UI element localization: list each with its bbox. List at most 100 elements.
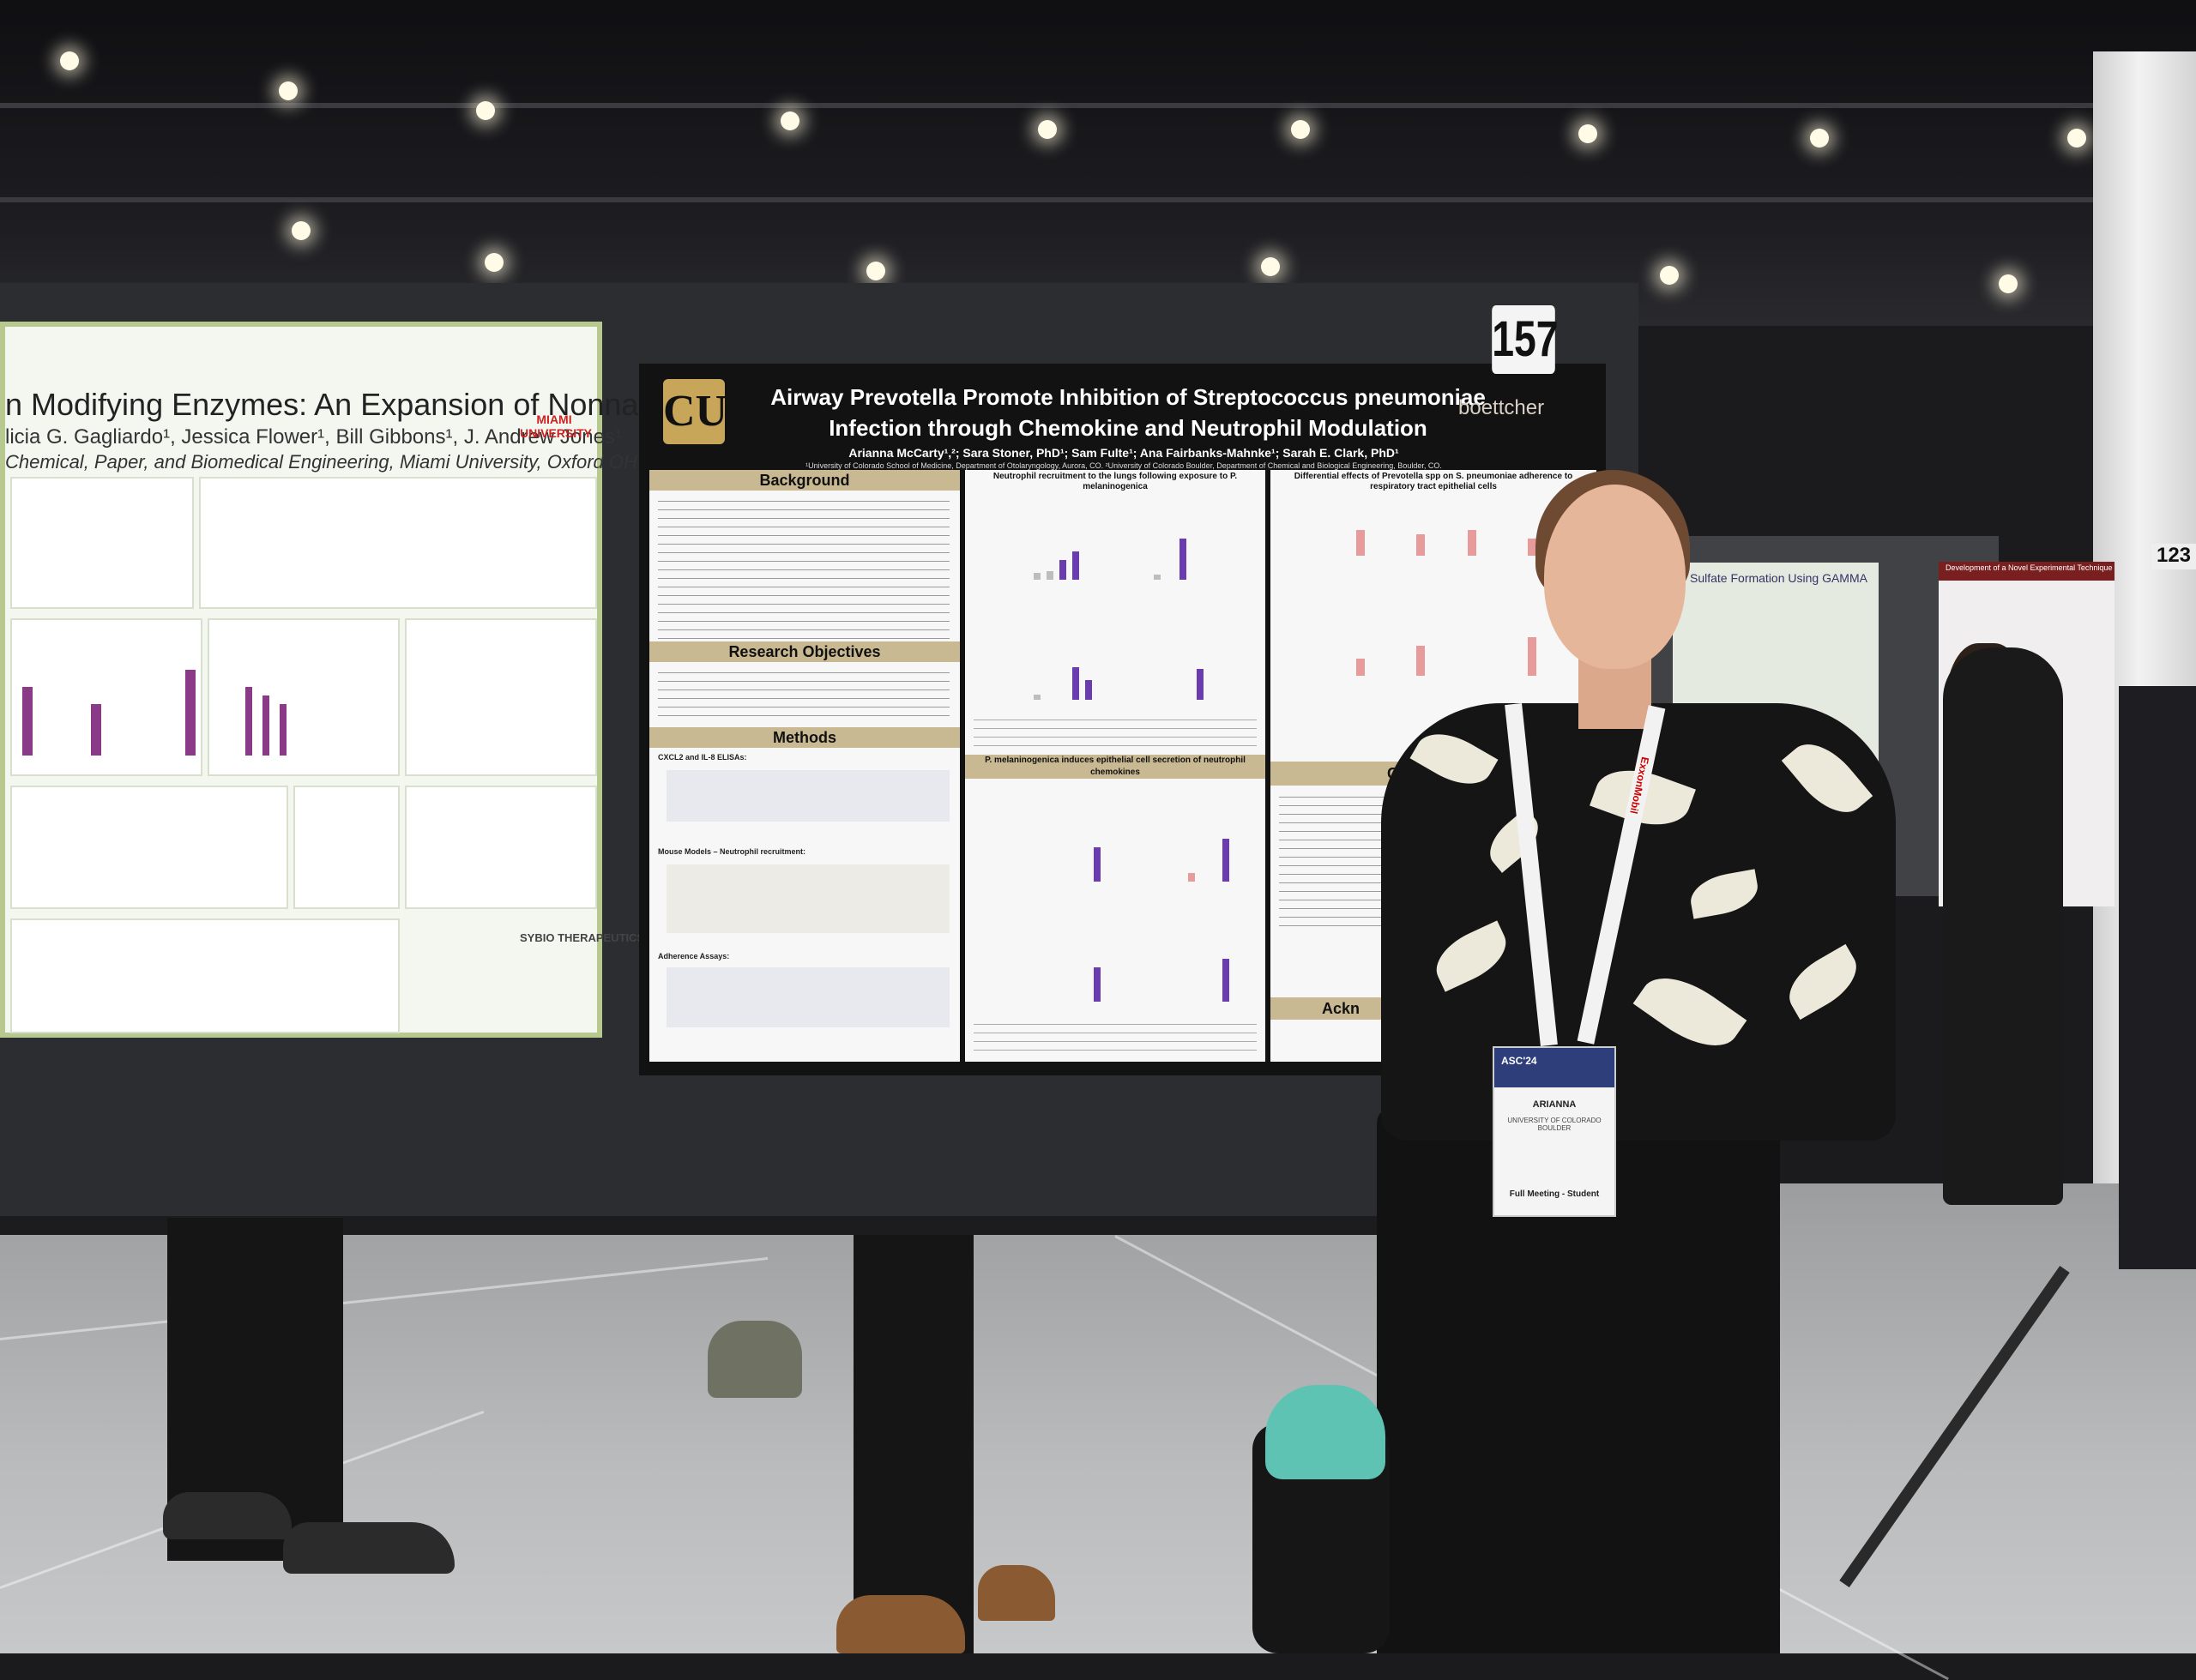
left-poster-panel (208, 618, 400, 776)
left-poster-panel (10, 618, 202, 776)
chart-bar (1356, 530, 1365, 556)
shirt-leaf-pattern (1781, 730, 1873, 827)
teal-cap (1265, 1385, 1385, 1479)
shirt-leaf-pattern (1409, 720, 1499, 798)
left-poster-chart-bar (91, 704, 101, 756)
ceiling-light (1291, 120, 1310, 139)
person-legs (854, 1235, 974, 1653)
methods-elisa-label: CXCL2 and IL-8 ELISAs: (658, 753, 747, 762)
poster-column-left: Background Research Objectives Methods C… (649, 470, 960, 1062)
chart-bar (1085, 680, 1092, 700)
background-poster-title: Development of a Novel Experimental Tech… (1946, 563, 2113, 572)
ceiling-light (1999, 274, 2018, 293)
poster-column-middle: Neutrophil recruitment to the lungs foll… (965, 470, 1265, 1062)
chart-bar (1047, 571, 1053, 580)
badge-school: UNIVERSITY OF COLORADO BOULDER (1507, 1117, 1602, 1132)
shoe (283, 1522, 455, 1574)
left-poster-references (10, 918, 400, 1033)
ceiling-light (1578, 124, 1597, 143)
poster-title-line1: Airway Prevotella Promote Inhibition of … (770, 384, 1486, 410)
left-poster-panel (10, 477, 194, 609)
shirt-leaf-pattern (1778, 943, 1867, 1021)
sneaker (708, 1321, 802, 1398)
person-background (1943, 647, 2063, 1205)
methods-mouse-label: Mouse Models – Neutrophil recruitment: (658, 847, 806, 856)
floor (0, 1183, 2196, 1680)
left-poster-panel (10, 786, 288, 909)
shoe (163, 1492, 292, 1539)
section-header-chemokines: P. melaninogenica induces epithelial cel… (965, 755, 1265, 779)
section-header-objectives: Research Objectives (649, 641, 960, 662)
person-background-right (2119, 686, 2196, 1269)
poster-affiliation: ¹University of Colorado School of Medici… (805, 461, 1442, 470)
shoe (836, 1595, 965, 1653)
ceiling (0, 0, 2196, 326)
shoe (978, 1565, 1055, 1621)
figure-caption (974, 1019, 1257, 1053)
cu-logo: CU (663, 379, 727, 444)
methods-mouse-diagram (667, 864, 950, 933)
badge-header: ASC'24 (1494, 1048, 1614, 1087)
left-poster-panel (293, 786, 400, 909)
shirt-leaf-pattern (1427, 920, 1516, 992)
methods-adherence-diagram (667, 967, 950, 1027)
chart-bar (1154, 575, 1161, 580)
badge-name: ARIANNA (1532, 1099, 1577, 1110)
left-poster-authors: licia G. Gagliardo¹, Jessica Flower¹, Bi… (5, 425, 622, 449)
ceiling-light (60, 51, 79, 70)
chart-bar (1356, 659, 1365, 676)
presenter-face (1544, 485, 1686, 669)
background-poster-title: Sulfate Formation Using GAMMA 4.0 (1690, 571, 1870, 585)
chart-bar (1034, 573, 1041, 580)
ceiling-light (1261, 257, 1280, 276)
left-poster-panel (199, 477, 597, 609)
left-poster-panel (405, 618, 597, 776)
board-edge (0, 1216, 1630, 1235)
university-logo: MIAMI UNIVERSITY (520, 412, 593, 440)
ceiling-light (1038, 120, 1057, 139)
ceiling-light (781, 111, 799, 130)
chart-bar (1416, 534, 1425, 556)
left-poster-chart-bar (280, 704, 287, 756)
board-number: 157 (1492, 305, 1559, 374)
poster-authors: Arianna McCarty¹,²; Sara Stoner, PhD¹; S… (848, 446, 1399, 460)
background-text (658, 496, 950, 641)
sponsor-logo: boettcher (1458, 396, 1545, 419)
left-poster-chart-bar (22, 687, 33, 756)
chart-bar (1072, 551, 1079, 580)
adherence-heading: Differential effects of Prevotella spp o… (1294, 472, 1573, 491)
ceiling-truss (0, 103, 2196, 108)
figure-caption (974, 714, 1257, 749)
badge-event-logo: ASC'24 (1501, 1055, 1537, 1067)
left-poster: n Modifying Enzymes: An Expansion of Non… (0, 322, 1008, 1038)
ceiling-light (2067, 129, 2086, 148)
left-poster-panel (405, 786, 597, 909)
left-poster-affiliation: Chemical, Paper, and Biomedical Engineer… (5, 451, 696, 473)
ceiling-light (292, 221, 311, 240)
ceiling-light (1660, 266, 1679, 285)
ceiling-light (485, 253, 504, 272)
chart-bar (1416, 646, 1425, 676)
left-poster-chart-bar (245, 687, 252, 756)
background-board-number: 123 (2151, 544, 2196, 569)
chart-bar (1059, 560, 1066, 580)
left-poster-chart-bar (262, 695, 269, 756)
chart-bar (1222, 959, 1229, 1002)
methods-adherence-label: Adherence Assays: (658, 952, 730, 960)
chart-bar (1197, 669, 1204, 700)
left-poster-chart-bar (185, 670, 196, 756)
chart-bar (1468, 530, 1476, 556)
shirt-leaf-pattern (1632, 961, 1747, 1063)
chart-bar (1528, 539, 1536, 556)
chart-bar (1528, 637, 1536, 676)
chart-bar (1072, 667, 1079, 700)
sponsor-logo: SYBIO THERAPEUTICS (520, 931, 645, 944)
chart-bar (1094, 967, 1101, 1002)
poster-title-line2: Infection through Chemokine and Neutroph… (829, 415, 1427, 441)
chart-bar (1179, 539, 1186, 580)
name-badge: ASC'24 ARIANNA UNIVERSITY OF COLORADO BO… (1493, 1046, 1616, 1217)
ceiling-light (866, 262, 885, 280)
left-poster-title: n Modifying Enzymes: An Expansion of Non… (5, 387, 1008, 422)
shirt-leaf-pattern (1686, 869, 1762, 919)
methods-elisa-diagram (667, 770, 950, 822)
